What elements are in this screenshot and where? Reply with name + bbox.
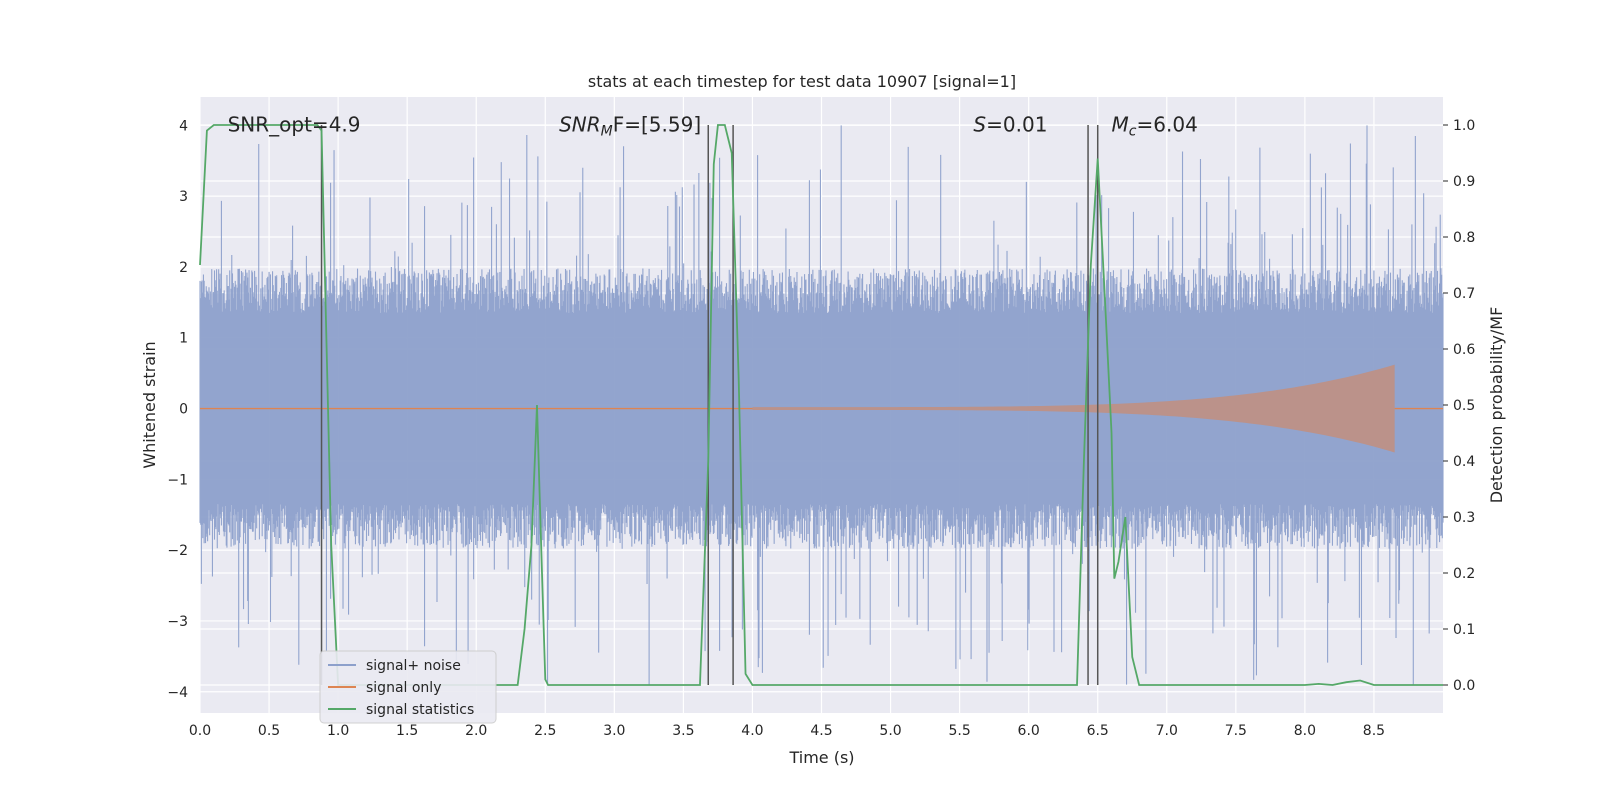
y-right-tick-label: 0.8 (1453, 230, 1475, 246)
x-tick-label: 2.5 (534, 723, 556, 739)
legend-label-1: signal only (366, 680, 441, 696)
y-right-tick-label: 0.5 (1453, 398, 1475, 414)
x-tick-label: 2.0 (465, 723, 487, 739)
x-tick-label: 8.5 (1363, 723, 1385, 739)
x-tick-label: 6.0 (1018, 723, 1040, 739)
y-right-tick-label: 0.2 (1453, 566, 1475, 582)
annotation-mc: Mc=6.04 (1112, 112, 1198, 139)
legend-box (319, 650, 497, 724)
x-tick-label: 1.0 (327, 723, 349, 739)
y-right-tick-label: 0.9 (1453, 174, 1475, 190)
x-tick-label: 5.5 (948, 723, 970, 739)
y-left-tick-label: 0 (179, 402, 188, 418)
annotations: SNR_opt=4.9 SNRMF=[5.59] S=0.01 Mc=6.04 (228, 112, 1198, 139)
x-tick-label: 3.0 (603, 723, 625, 739)
x-tick-label: 4.0 (741, 723, 763, 739)
annotation-s-stat: S=0.01 (973, 112, 1047, 136)
y-left-axis-ticks: 4 3 2 1 0 −1 −2 −3 −4 (167, 118, 188, 700)
x-tick-label: 5.0 (879, 723, 901, 739)
y-left-tick-label: 2 (179, 260, 188, 276)
y-right-axis-label: Detection probability/MF (1487, 307, 1506, 504)
legend: signal+ noise signal only signal statistic… (319, 650, 497, 724)
y-left-tick-label: −2 (167, 543, 188, 559)
x-axis-ticks: 0.0 0.5 1.0 1.5 2.0 2.5 3.0 3.5 4.0 4.5 5.0 5.5 6.0 6… (189, 723, 1385, 739)
y-right-tick-label: 0.0 (1453, 678, 1475, 694)
x-tick-label: 1.5 (396, 723, 418, 739)
chart-title: stats at each timestep for test data 109… (588, 72, 1016, 91)
y-right-tick-label: 0.4 (1453, 454, 1475, 470)
annotation-snr-opt: SNR_opt=4.9 (228, 112, 361, 136)
y-right-axis-ticks: 1.0 0.9 0.8 0.7 0.6 0.5 0.4 0.3 0.2 0.1 0.0 (1443, 118, 1475, 694)
y-left-axis-label: Whitened strain (140, 341, 159, 468)
y-left-tick-label: 1 (179, 331, 188, 347)
y-left-tick-label: −4 (167, 685, 188, 701)
y-right-tick-label: 0.7 (1453, 286, 1475, 302)
x-tick-label: 4.5 (810, 723, 832, 739)
x-tick-label: 6.5 (1087, 723, 1109, 739)
y-right-tick-label: 0.1 (1453, 622, 1475, 638)
x-tick-label: 0.5 (258, 723, 280, 739)
legend-label-0: signal+ noise (366, 658, 461, 674)
y-right-tick-label: 0.3 (1453, 510, 1475, 526)
x-tick-label: 7.5 (1225, 723, 1247, 739)
x-axis-label: Time (s) (788, 748, 854, 767)
x-tick-label: 7.0 (1156, 723, 1178, 739)
series-signal-only (200, 364, 1443, 453)
y-left-tick-label: 4 (179, 118, 188, 134)
y-left-tick-label: −3 (167, 614, 188, 630)
y-right-tick-label: 1.0 (1453, 118, 1475, 134)
y-right-tick-label: 0.6 (1453, 342, 1475, 358)
y-left-tick-label: −1 (167, 472, 188, 488)
x-tick-label: 8.0 (1294, 723, 1316, 739)
x-tick-label: 3.5 (672, 723, 694, 739)
signal-chirp (752, 364, 1395, 453)
x-tick-label: 0.0 (189, 723, 211, 739)
vertical-markers (320, 125, 1099, 685)
legend-label-2: signal statistics (366, 702, 474, 718)
y-left-tick-label: 3 (179, 189, 188, 205)
annotation-snr-mf: SNRMF=[5.59] (559, 112, 701, 139)
